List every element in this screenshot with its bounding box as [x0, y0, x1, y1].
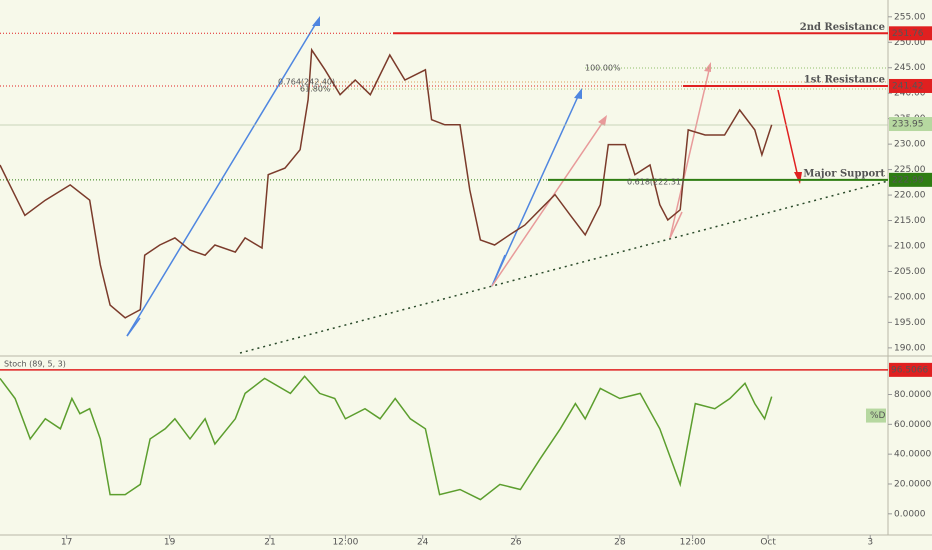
legend-bg	[866, 408, 886, 423]
arrows-pink	[491, 62, 711, 287]
y-tick-label: 215.00	[894, 216, 926, 226]
level-label-bg	[889, 172, 932, 187]
last-price-label: 233.95	[892, 120, 924, 130]
y-tick-label: 40.0000	[894, 450, 931, 460]
x-tick-label: 17	[61, 538, 72, 548]
y-tick-label: 190.00	[894, 343, 926, 353]
x-tick-label: 26	[510, 538, 522, 548]
level-label-bg	[889, 362, 932, 377]
y-tick-label: 225.00	[894, 165, 926, 175]
fib-label: 61.80%	[300, 85, 331, 94]
x-tick-label: 19	[164, 538, 176, 548]
fib-label: 0.764(242.40)	[278, 78, 335, 87]
level-name: Major Support	[803, 168, 885, 179]
y-tick-label: 205.00	[894, 267, 926, 277]
y-tick-label: 220.00	[894, 191, 926, 201]
indicator-title: Stoch (89, 5, 3)	[4, 360, 66, 369]
y-tick-label: 195.00	[894, 318, 926, 328]
level-name: 2nd Resistance	[800, 22, 885, 33]
arrow-red	[777, 89, 802, 184]
legend-label: %D	[870, 411, 886, 421]
y-tick-label: 0.0000	[894, 509, 926, 519]
y-tick-label: 250.00	[894, 38, 926, 48]
last-price-bg	[889, 117, 932, 132]
level-label: 222.99	[892, 175, 924, 185]
x-tick-label: 28	[614, 538, 626, 548]
y-tick-label: 245.00	[894, 63, 926, 73]
x-tick-label: 21	[264, 538, 275, 548]
y-tick-label: 80.0000	[894, 390, 931, 400]
x-tick-label: 24	[417, 538, 429, 548]
y-tick-label: 60.0000	[894, 420, 931, 430]
series-line	[0, 47, 773, 319]
x-tick-label: 12:00	[680, 538, 706, 548]
y-tick-label: 255.00	[894, 12, 926, 22]
level-label: 96.5066	[891, 365, 928, 375]
y-tick-label: 210.00	[894, 242, 926, 252]
y-tick-label: 20.0000	[894, 479, 931, 489]
level-label: 241.42	[892, 81, 924, 91]
level-label: 251.76	[892, 29, 924, 39]
fib-label: 100.00%	[585, 64, 621, 73]
series-line	[0, 375, 773, 501]
x-tick-label: Oct	[760, 538, 776, 548]
fib-label: 0.618(222.31)	[627, 178, 684, 187]
level-label-bg	[889, 78, 932, 93]
arrows-blue	[126, 16, 582, 337]
x-tick-label: 12:00	[332, 538, 358, 548]
x-tick-label: 3	[867, 538, 873, 548]
y-tick-label: 200.00	[894, 292, 926, 302]
trendline	[239, 180, 889, 354]
level-label-bg	[889, 26, 932, 41]
y-tick-label: 230.00	[894, 140, 926, 150]
y-tick-label: 240.00	[894, 89, 926, 99]
level-name: 1st Resistance	[804, 74, 885, 85]
